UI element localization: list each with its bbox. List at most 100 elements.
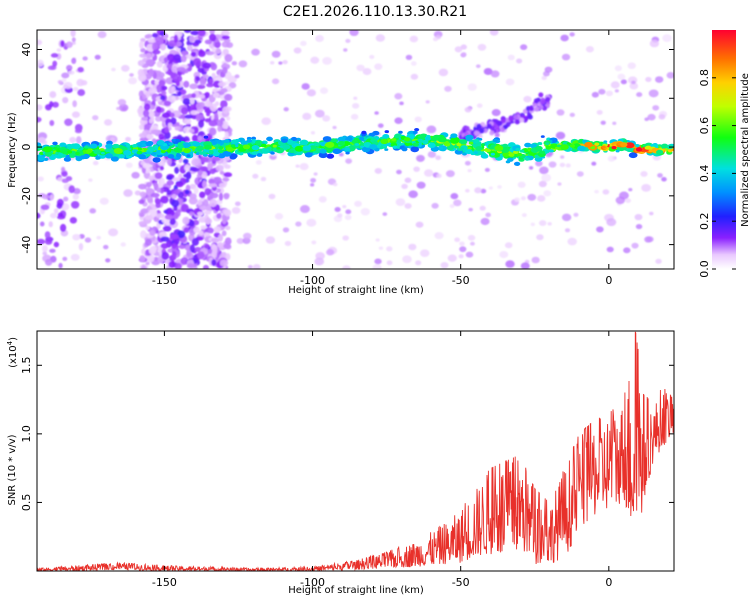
heatmap-cell (231, 207, 241, 214)
heatmap-cell (500, 118, 506, 124)
heatmap-cell (628, 152, 638, 159)
colorbar-tick-label: 0.2 (698, 212, 711, 230)
heatmap-cell (204, 187, 211, 196)
heatmap-cell (50, 212, 57, 219)
heatmap-cell (221, 35, 230, 40)
heatmap-cell (145, 59, 154, 67)
heatmap-cell (352, 102, 360, 109)
heatmap-cell (167, 95, 176, 103)
figure-title: C2E1.2026.110.13.30.R21 (283, 4, 467, 20)
heatmap-cell (450, 137, 460, 144)
heatmap-cell (154, 198, 162, 205)
heatmap-cell (127, 147, 132, 151)
heatmap-cell (555, 131, 566, 140)
heatmap-cell (603, 140, 608, 144)
heatmap-cell (310, 131, 316, 135)
heatmap-cell (212, 151, 220, 157)
heatmap-cell (536, 234, 544, 241)
heatmap-cell (141, 248, 146, 255)
heatmap-cell (479, 205, 486, 211)
heatmap-cell (121, 64, 130, 72)
heatmap-cell (447, 254, 457, 262)
heatmap-cell (220, 100, 228, 109)
heatmap-cell (337, 136, 346, 142)
heatmap-cell (459, 241, 465, 246)
heatmap-cell (431, 202, 439, 209)
heatmap-cell (337, 213, 343, 218)
heatmap-cell (44, 231, 51, 239)
heatmap-cell (561, 53, 571, 61)
heatmap-cell (145, 52, 152, 59)
heatmap-cell (565, 163, 571, 168)
heatmap-cell (220, 88, 228, 93)
heatmap-cell (394, 134, 400, 139)
heatmap-cell (138, 124, 145, 130)
heatmap-cell (533, 98, 539, 104)
heatmap-cell (360, 208, 370, 216)
heatmap-cell (168, 112, 175, 118)
heatmap-cell (71, 111, 80, 118)
heatmap-cell (142, 163, 152, 169)
heatmap-cell (362, 68, 372, 76)
heatmap-cell (361, 130, 367, 135)
heatmap-cell (141, 143, 147, 148)
heatmap-cell (191, 93, 197, 99)
heatmap-cell (295, 221, 302, 227)
heatmap-cell (168, 142, 173, 146)
heatmap-cell (531, 256, 540, 264)
heatmap-cell (175, 80, 180, 87)
heatmap-cell (194, 246, 202, 252)
heatmap-cell (276, 146, 281, 150)
heatmap-cell (414, 127, 420, 132)
heatmap-cell (224, 93, 233, 102)
heatmap-cell (198, 94, 206, 99)
heatmap-cell (132, 144, 138, 148)
heatmap-cell (539, 166, 549, 175)
heatmap-cell (251, 145, 260, 151)
heatmap-cell (49, 194, 55, 201)
heatmap-cell (569, 144, 576, 148)
heatmap-cell (197, 67, 205, 73)
heatmap-cell (197, 135, 203, 141)
heatmap-cell (209, 30, 215, 35)
colorbar-tick-label: 0.8 (698, 69, 711, 87)
heatmap-cell (662, 34, 672, 42)
heatmap-cell (271, 78, 280, 85)
heatmap-cell (614, 89, 619, 93)
heatmap-cell (197, 169, 203, 176)
heatmap-cell (62, 256, 68, 262)
heatmap-cell (63, 196, 69, 202)
heatmap-cell (208, 227, 214, 234)
heatmap-cell (66, 64, 73, 72)
heatmap-cell (499, 127, 505, 133)
heatmap-cell (95, 156, 100, 160)
heatmap-cell (342, 235, 350, 241)
heatmap-cell (62, 96, 69, 104)
heatmap-cell (171, 138, 176, 142)
heatmap-cell (184, 244, 192, 251)
heatmap-cell (211, 237, 220, 243)
heatmap-cell (205, 51, 215, 56)
heatmap-cell (181, 107, 189, 115)
heatmap-cell (173, 54, 182, 61)
heatmap-cell (217, 139, 223, 143)
heatmap-cell (204, 99, 212, 108)
heatmap-cell (149, 104, 155, 110)
heatmap-cell (52, 141, 58, 146)
heatmap-cell (71, 37, 76, 42)
heatmap-cell (68, 70, 75, 75)
heatmap-cell (519, 117, 525, 123)
heatmap-cell (458, 254, 464, 259)
heatmap-cell (545, 96, 551, 102)
heatmap-cell (309, 145, 317, 150)
heatmap-cell (167, 154, 175, 159)
heatmap-cell (606, 246, 614, 253)
heatmap-cell (137, 147, 142, 151)
heatmap-cell (202, 179, 207, 188)
heatmap-cell (474, 187, 482, 194)
heatmap-cell (540, 99, 546, 105)
heatmap-cell (160, 95, 166, 101)
heatmap-cell (184, 114, 193, 119)
heatmap-cell (200, 225, 206, 230)
heatmap-cell (138, 73, 147, 82)
